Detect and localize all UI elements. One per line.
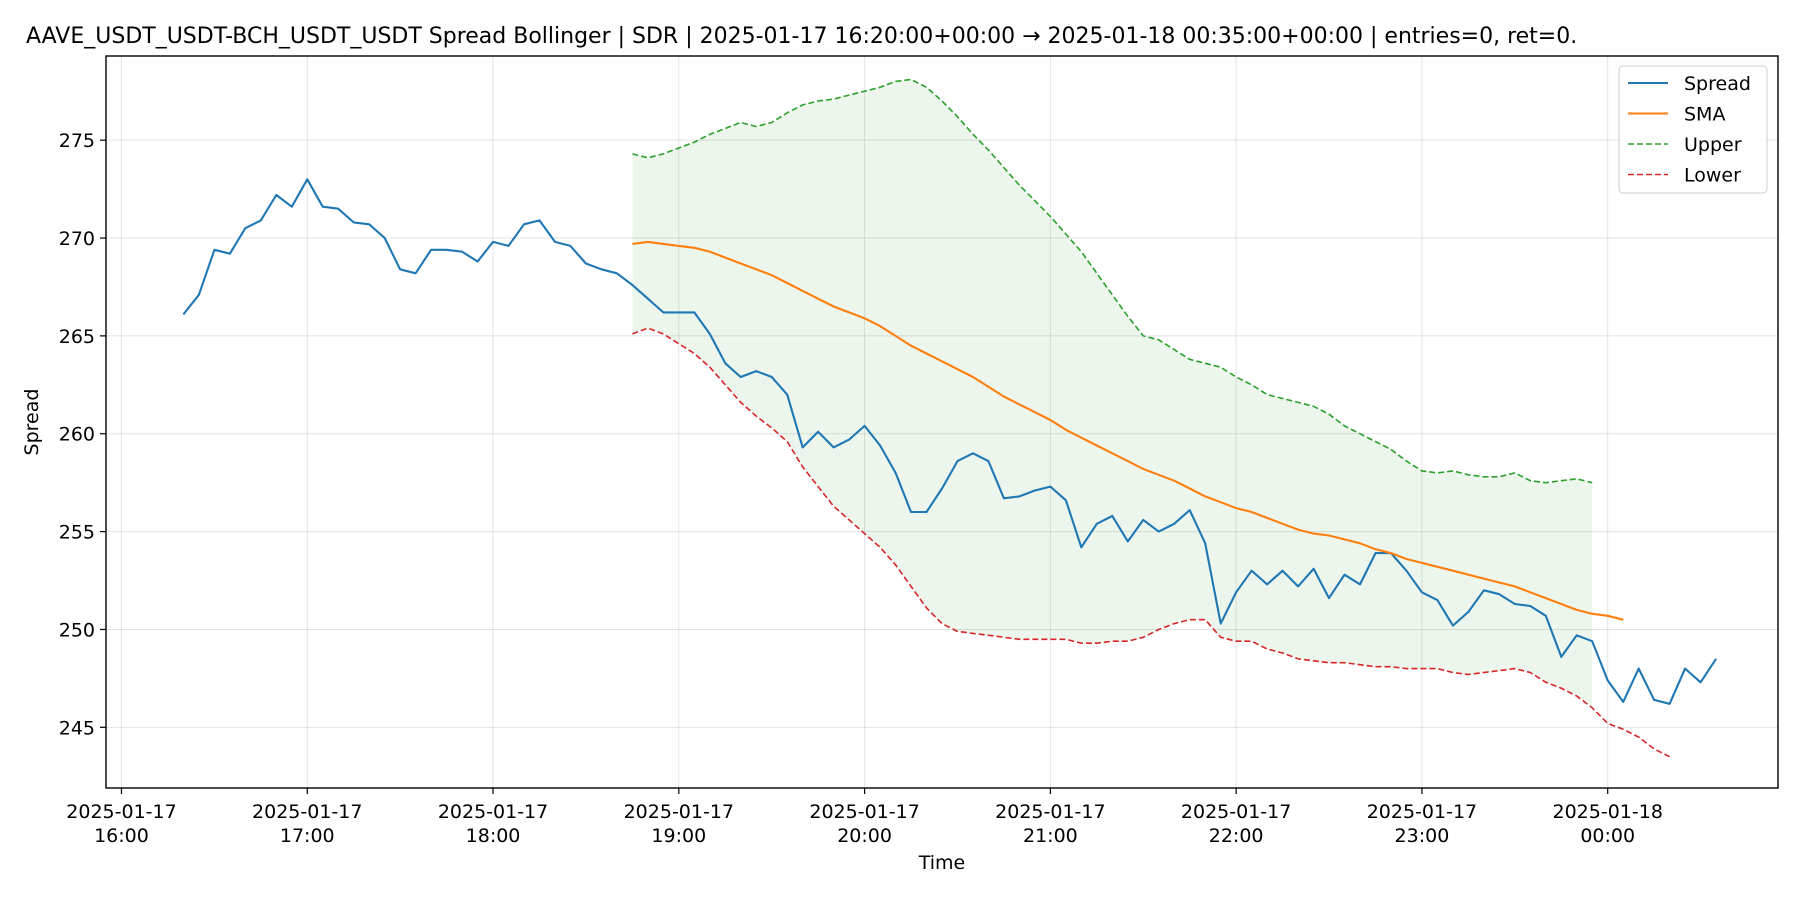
y-axis: 245 250 255 260 265 270 275: [59, 130, 106, 739]
x-tick-label-time: 23:00: [1395, 825, 1450, 847]
x-tick-label-date: 2025-01-17: [1367, 801, 1477, 823]
x-tick-label-time: 21:00: [1023, 825, 1078, 847]
x-axis-label: Time: [918, 852, 966, 874]
x-tick-label-time: 19:00: [651, 825, 706, 847]
x-axis: 2025-01-1716:002025-01-1717:002025-01-17…: [66, 788, 1663, 847]
x-tick-label-time: 16:00: [94, 825, 149, 847]
legend-label: Spread: [1684, 73, 1751, 95]
legend-label: Upper: [1684, 134, 1742, 156]
y-tick-label: 255: [59, 522, 95, 544]
x-tick-label-date: 2025-01-18: [1552, 801, 1662, 823]
series-upper-line: [632, 78, 1593, 484]
legend-label: SMA: [1684, 104, 1725, 126]
x-tick-label-time: 17:00: [280, 825, 335, 847]
y-tick-label: 245: [59, 717, 95, 739]
y-tick-label: 265: [59, 326, 95, 348]
series-sma-line: [632, 240, 1624, 621]
plot-frame: [105, 55, 1779, 789]
x-tick-label-time: 00:00: [1580, 825, 1635, 847]
x-tick-label-time: 22:00: [1209, 825, 1264, 847]
legend-box: [1618, 65, 1768, 194]
series-lower-line: [632, 327, 1670, 758]
x-tick-label-date: 2025-01-17: [66, 801, 176, 823]
series-lines: [182, 78, 1717, 758]
x-tick-label-date: 2025-01-17: [1181, 801, 1291, 823]
chart-title: AAVE_USDT_USDT-BCH_USDT_USDT Spread Boll…: [26, 24, 1577, 49]
y-tick-label: 270: [59, 228, 95, 250]
plot-area: [105, 55, 1779, 789]
x-tick-label-date: 2025-01-17: [438, 801, 548, 823]
series-spread-line: [182, 178, 1717, 705]
legend-label: Lower: [1684, 165, 1741, 187]
legend: Spread SMA Upper Lower: [1618, 65, 1768, 194]
x-tick-label-time: 18:00: [466, 825, 521, 847]
x-tick-label-date: 2025-01-17: [995, 801, 1105, 823]
x-tick-label-time: 20:00: [837, 825, 892, 847]
bollinger-band-fill: [632, 79, 1593, 708]
y-axis-label: Spread: [21, 389, 43, 456]
x-tick-label-date: 2025-01-17: [624, 801, 734, 823]
x-tick-label-date: 2025-01-17: [252, 801, 362, 823]
x-tick-label-date: 2025-01-17: [809, 801, 919, 823]
y-tick-label: 275: [59, 130, 95, 152]
y-tick-label: 250: [59, 619, 95, 641]
y-tick-label: 260: [59, 424, 95, 446]
